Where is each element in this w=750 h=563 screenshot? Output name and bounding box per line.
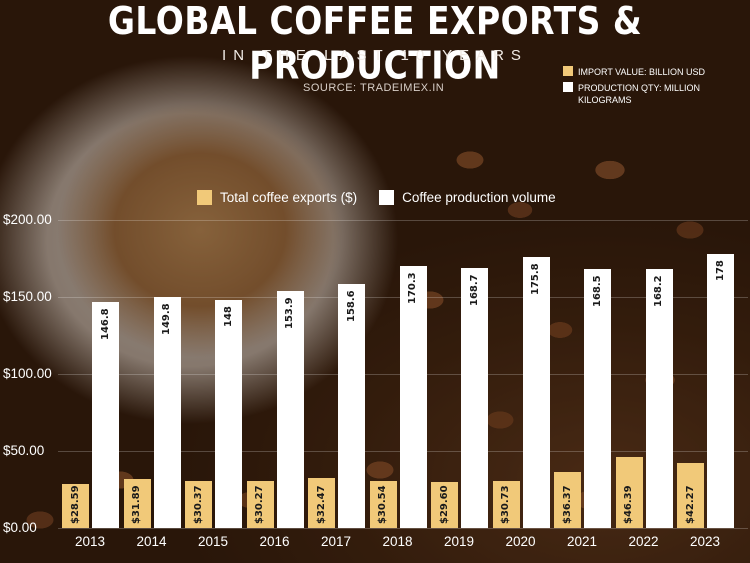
bar-exports <box>431 482 458 528</box>
bar-production <box>92 301 119 528</box>
bar-label-exports: $31.89 <box>131 485 142 524</box>
chart-title: GLOBAL COFFEE EXPORTS & PRODUCTION <box>107 0 643 88</box>
legend-label-production: Coffee production volume <box>402 190 556 205</box>
chart-subtitle: IN THE LAST 10 YEARS <box>222 47 528 64</box>
x-tick-label: 2015 <box>197 534 229 549</box>
x-tick-label: 2016 <box>259 534 290 549</box>
bar-label-exports: $46.39 <box>623 485 634 524</box>
bar-label-production: 153.9 <box>284 297 295 329</box>
legend-swatch-white <box>563 82 573 92</box>
bar-label-production: 170.3 <box>407 272 418 304</box>
bar-label-production: 178 <box>714 260 726 281</box>
bar-exports <box>123 478 151 528</box>
bar-exports <box>554 471 581 528</box>
bar-production <box>215 300 242 528</box>
bar-exports <box>246 481 274 528</box>
bar-production <box>707 253 734 528</box>
legend-swatch-gold <box>563 66 573 76</box>
legend-swatch-production <box>379 190 395 205</box>
legend-label-exports: Total coffee exports ($) <box>220 190 358 205</box>
bar-exports <box>615 456 643 528</box>
bar-label-production: 175.8 <box>530 263 541 296</box>
gridline <box>58 220 748 221</box>
bar-label-exports: $32.47 <box>315 485 327 524</box>
x-tick-label: 2020 <box>505 534 536 549</box>
y-tick-label: $0.00 <box>3 520 37 535</box>
y-tick-label: $50.00 <box>3 443 45 458</box>
bar-label-production: 168.2 <box>653 275 664 307</box>
gridline <box>58 528 748 529</box>
legend-item-production: Coffee production volume <box>379 190 556 205</box>
x-tick-label: 2023 <box>689 534 721 549</box>
bar-exports <box>62 483 89 528</box>
bar-label-exports: $30.73 <box>500 485 511 524</box>
bar-exports <box>185 481 212 528</box>
bar-exports <box>369 480 397 528</box>
bar-exports <box>677 462 704 528</box>
top-right-legend: IMPORT VALUE: BILLION USD PRODUCTION QTY… <box>563 66 748 110</box>
x-tick-label: 2019 <box>443 534 475 549</box>
bar-label-production: 149.8 <box>161 303 172 336</box>
bar-label-exports: $42.27 <box>684 485 696 524</box>
chart-legend: Total coffee exports ($) Coffee producti… <box>197 190 578 205</box>
y-tick-label: $150.00 <box>3 289 52 304</box>
bar-exports <box>308 477 335 528</box>
bar-label-production: 146.8 <box>99 308 111 340</box>
bar-label-production: 158.6 <box>345 290 357 322</box>
bar-production <box>399 265 427 528</box>
bar-production <box>461 268 488 528</box>
x-tick-label: 2021 <box>566 534 598 549</box>
legend-item-exports: Total coffee exports ($) <box>197 190 357 205</box>
x-tick-label: 2014 <box>136 534 167 549</box>
legend-label: PRODUCTION QTY: MILLION KILOGRAMS <box>578 83 701 105</box>
bar-exports <box>492 480 520 528</box>
x-tick-label: 2022 <box>628 534 659 549</box>
y-tick-label: $100.00 <box>3 366 52 381</box>
bar-label-production: 168.5 <box>591 274 603 307</box>
bar-production <box>522 257 550 528</box>
bar-label-exports: $36.37 <box>561 485 573 524</box>
y-tick-label: $200.00 <box>3 212 52 227</box>
bar-label-exports: $30.27 <box>254 485 265 524</box>
bar-label-exports: $28.59 <box>69 485 81 524</box>
x-tick-label: 2013 <box>74 534 106 549</box>
bar-label-production: 168.7 <box>468 274 480 307</box>
source-credit: SOURCE: TRADEIMEX.IN <box>303 82 445 94</box>
legend-item-production-qty: PRODUCTION QTY: MILLION KILOGRAMS <box>563 82 748 106</box>
x-tick-label: 2018 <box>382 534 413 549</box>
bar-label-production: 148 <box>222 306 234 328</box>
bar-production <box>153 297 181 528</box>
bar-production <box>645 268 673 528</box>
bar-label-exports: $29.60 <box>438 485 450 524</box>
bar-production <box>338 283 365 528</box>
bar-production <box>276 290 304 528</box>
x-tick-label: 2017 <box>320 534 352 549</box>
legend-item-import-value: IMPORT VALUE: BILLION USD <box>563 66 748 78</box>
bar-production <box>584 268 611 528</box>
legend-label: IMPORT VALUE: BILLION USD <box>578 67 706 77</box>
legend-swatch-exports <box>197 190 212 205</box>
bar-label-exports: $30.54 <box>377 485 388 524</box>
bar-label-exports: $30.37 <box>192 485 204 524</box>
